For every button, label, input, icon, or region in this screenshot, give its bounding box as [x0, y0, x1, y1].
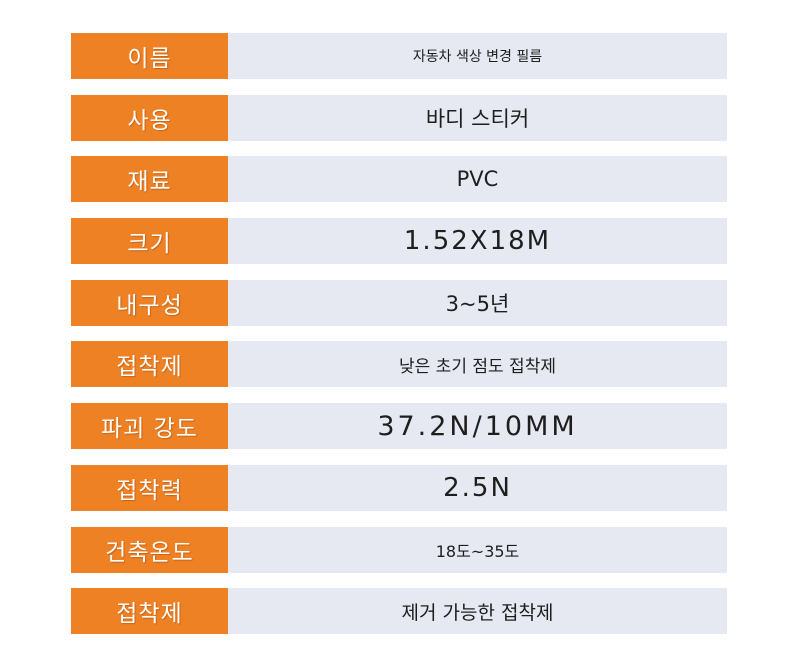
- spec-row-usage: 사용 바디 스티커: [71, 94, 727, 141]
- spec-value-size: 1.52X18M: [228, 218, 727, 265]
- spec-row-build-temperature: 건축온도 18도~35도: [71, 526, 727, 573]
- spec-row-adhesive-type: 접착제 제거 가능한 접착제: [71, 588, 727, 635]
- spec-label-material: 재료: [71, 156, 228, 203]
- spec-table: 이름 자동차 색상 변경 필름 사용 바디 스티커 재료 PVC 크기 1.52…: [71, 33, 727, 650]
- spec-label-adhesion: 접착력: [71, 464, 228, 511]
- spec-value-adhesive-type: 제거 가능한 접착제: [228, 588, 727, 635]
- spec-label-durability: 내구성: [71, 279, 228, 326]
- spec-row-adhesive: 접착제 낮은 초기 점도 접착제: [71, 341, 727, 388]
- spec-row-durability: 내구성 3~5년: [71, 279, 727, 326]
- spec-row-breaking-strength: 파괴 강도 37.2N/10MM: [71, 403, 727, 450]
- spec-value-build-temperature: 18도~35도: [228, 526, 727, 573]
- spec-row-adhesion: 접착력 2.5N: [71, 464, 727, 511]
- spec-value-durability: 3~5년: [228, 279, 727, 326]
- spec-row-name: 이름 자동차 색상 변경 필름: [71, 33, 727, 79]
- spec-value-breaking-strength: 37.2N/10MM: [228, 403, 727, 450]
- spec-label-size: 크기: [71, 218, 228, 265]
- spec-value-name: 자동차 색상 변경 필름: [228, 33, 727, 79]
- spec-label-adhesive: 접착제: [71, 341, 228, 388]
- spec-row-material: 재료 PVC: [71, 156, 727, 203]
- spec-label-usage: 사용: [71, 94, 228, 141]
- spec-label-name: 이름: [71, 33, 228, 79]
- spec-label-breaking-strength: 파괴 강도: [71, 403, 228, 450]
- spec-row-size: 크기 1.52X18M: [71, 218, 727, 265]
- spec-value-usage: 바디 스티커: [228, 94, 727, 141]
- spec-value-adhesive: 낮은 초기 점도 접착제: [228, 341, 727, 388]
- spec-value-adhesion: 2.5N: [228, 464, 727, 511]
- spec-value-material: PVC: [228, 156, 727, 203]
- spec-label-build-temperature: 건축온도: [71, 526, 228, 573]
- spec-label-adhesive-type: 접착제: [71, 588, 228, 635]
